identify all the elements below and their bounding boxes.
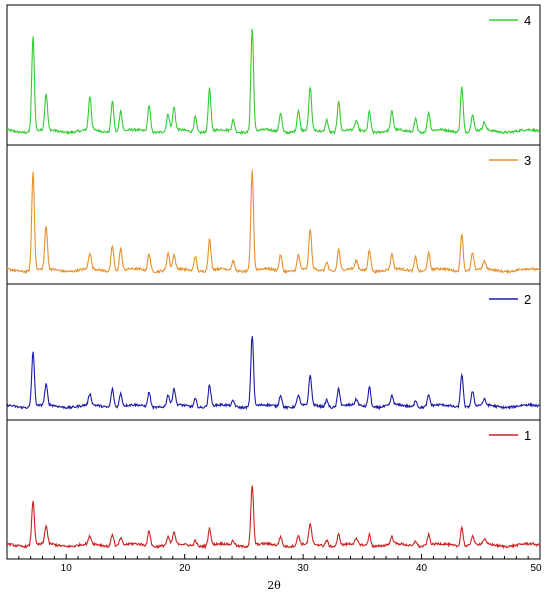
x-tick-label: 50 xyxy=(530,563,542,574)
x-tick-label: 10 xyxy=(61,563,73,574)
legend-label-3: 3 xyxy=(524,153,531,168)
chart-panels: 4 3 2 1 xyxy=(6,4,541,560)
x-axis-title: 2θ xyxy=(267,579,281,592)
panel-frame xyxy=(6,419,541,560)
series-line-3 xyxy=(6,170,541,275)
series-line-4 xyxy=(6,28,541,136)
x-tick-label: 40 xyxy=(416,563,428,574)
x-tick-label: 20 xyxy=(179,563,191,574)
panel-1: 1 xyxy=(6,419,541,560)
x-axis: 10 20 30 40 50 xyxy=(6,554,542,574)
series-line-2 xyxy=(6,336,540,411)
legend-label-4: 4 xyxy=(524,13,531,28)
legend-label-2: 2 xyxy=(524,292,531,307)
x-tick-label: 30 xyxy=(298,563,310,574)
legend-label-1: 1 xyxy=(524,428,531,443)
series-line-1 xyxy=(6,485,541,550)
